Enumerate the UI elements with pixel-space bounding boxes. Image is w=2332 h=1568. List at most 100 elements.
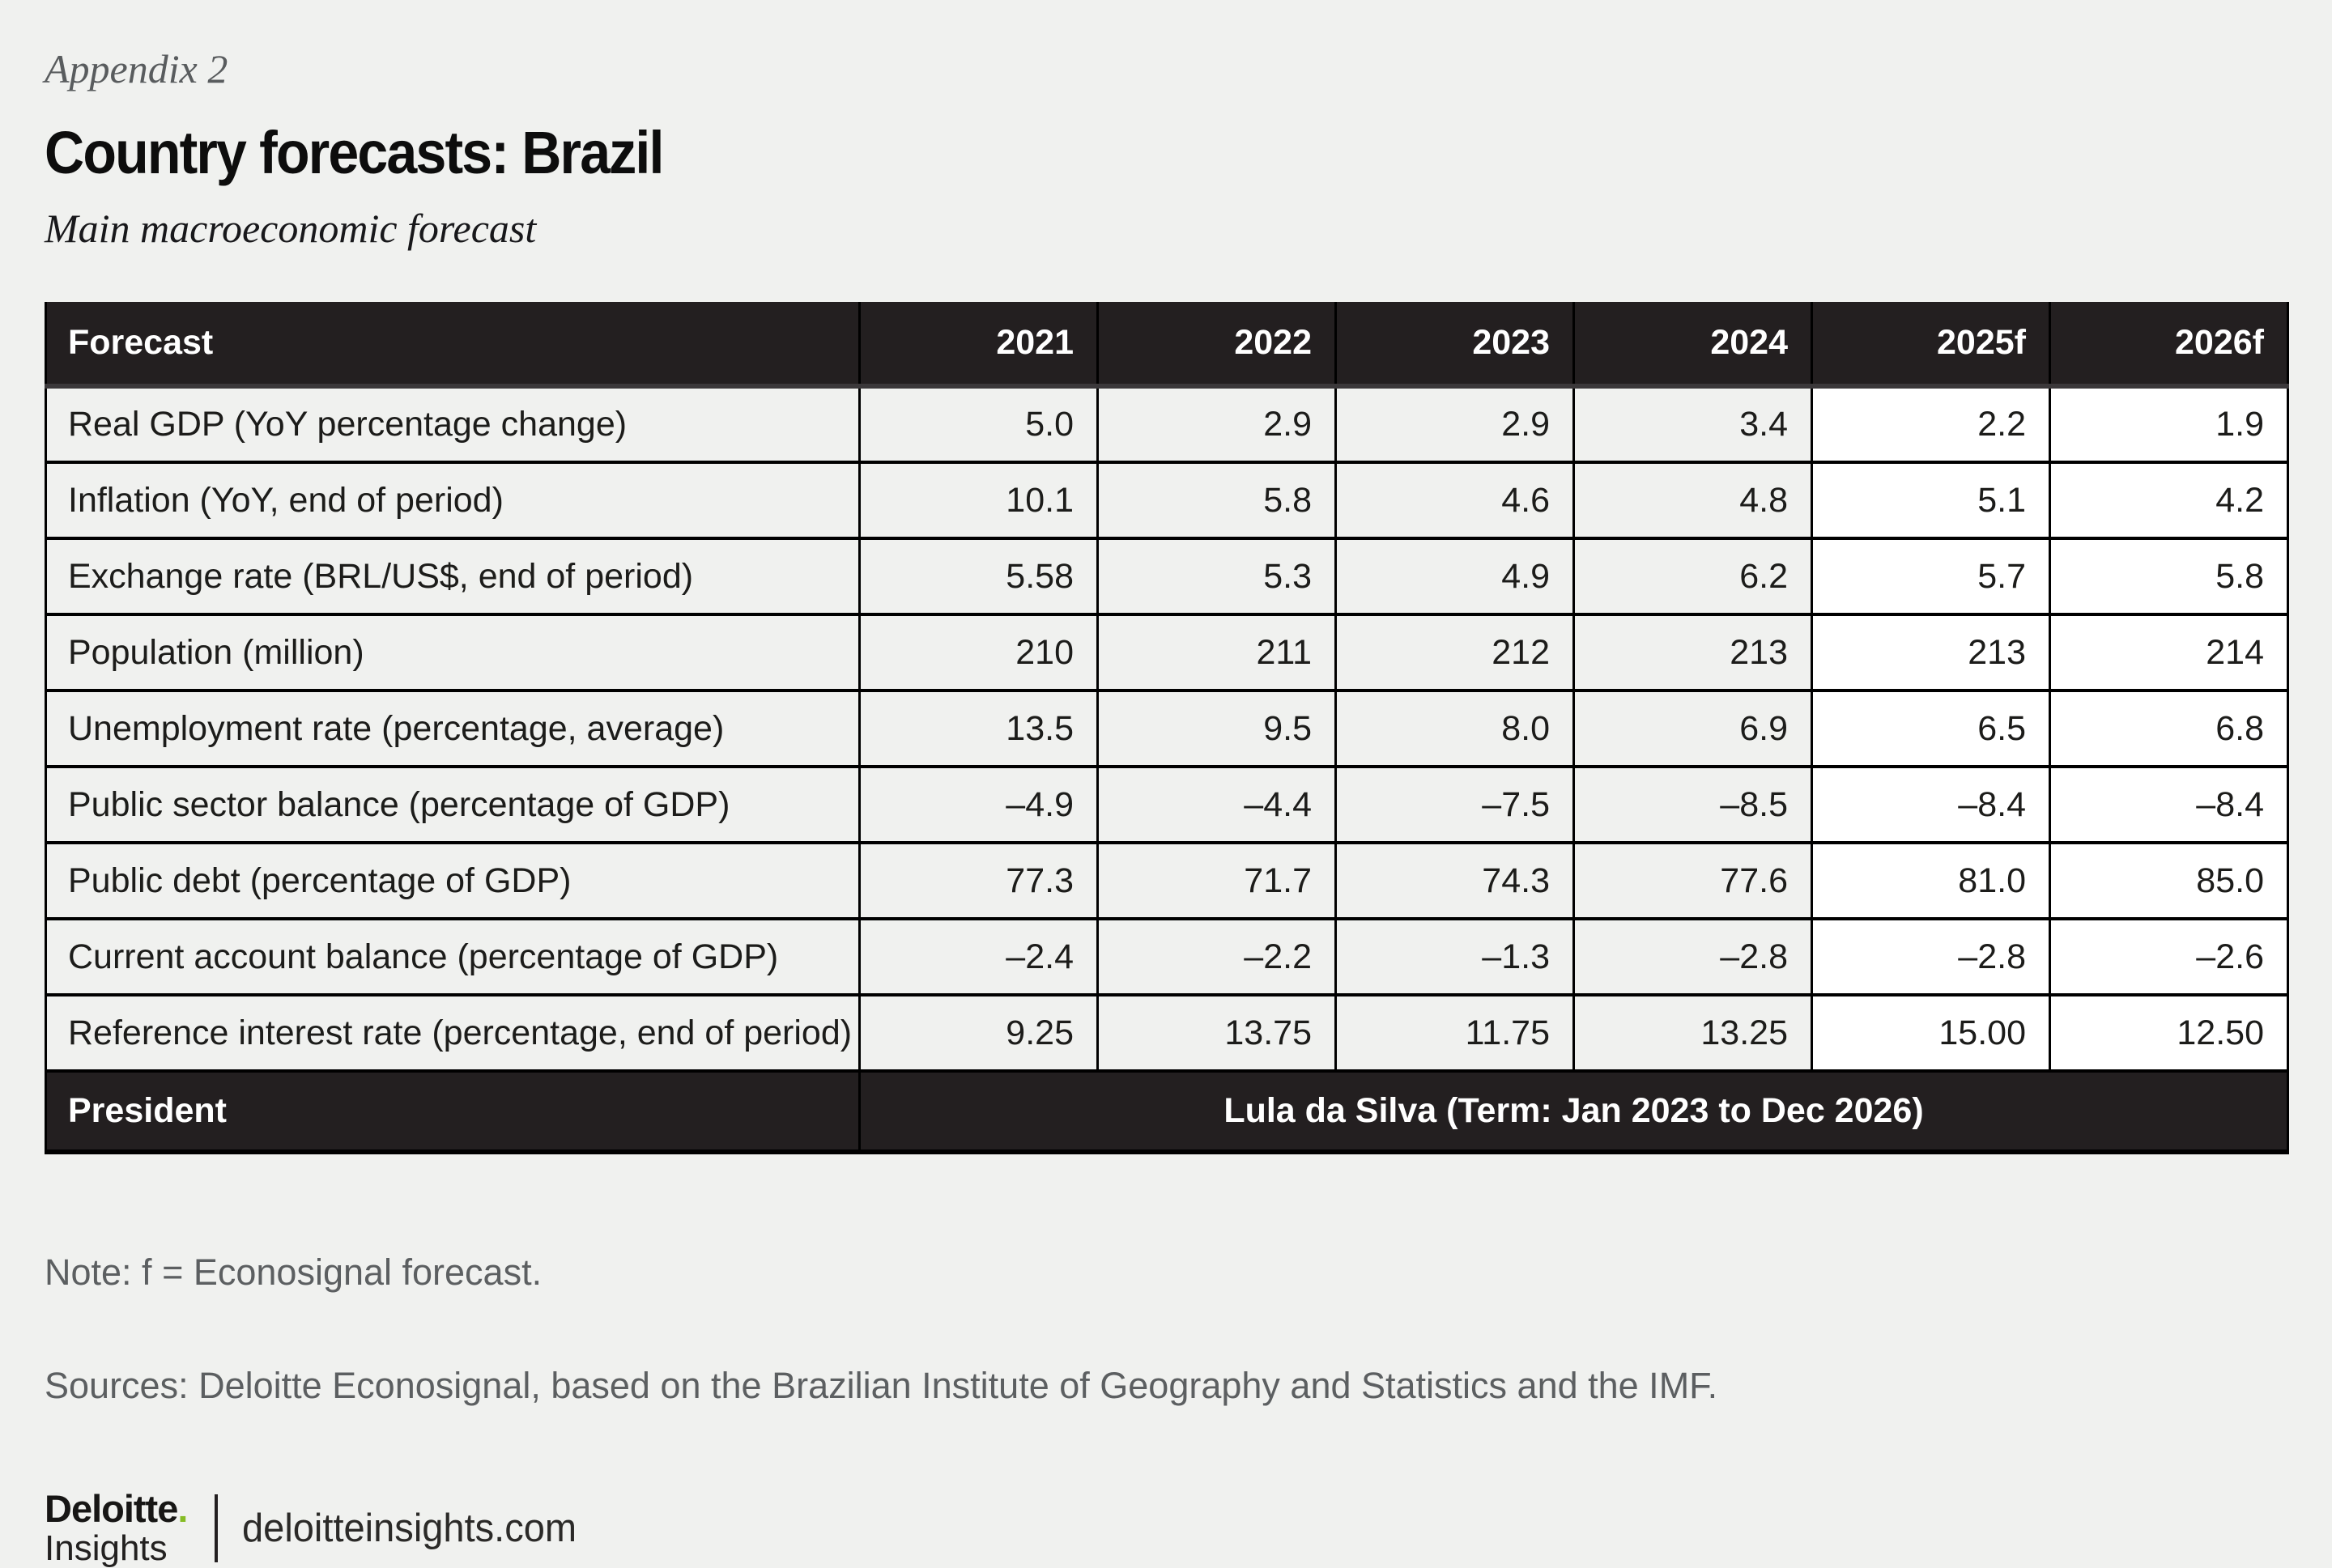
value-cell: 85.0 — [2049, 841, 2288, 919]
value-cell: 6.8 — [2049, 689, 2288, 767]
insights-wordmark: Insights — [45, 1528, 168, 1568]
value-cell: 213 — [1811, 613, 2050, 691]
value-cell: 8.0 — [1334, 689, 1574, 767]
value-cell: –8.4 — [1811, 765, 2050, 843]
value-cell: 77.3 — [858, 841, 1098, 919]
row-label: Exchange rate (BRL/US$, end of period) — [45, 537, 860, 614]
value-cell: 6.5 — [1811, 689, 2050, 767]
value-cell: 4.9 — [1334, 537, 1574, 614]
value-cell: 2.9 — [1334, 386, 1574, 462]
value-cell: 212 — [1334, 613, 1574, 691]
header-cell-2021: 2021 — [858, 302, 1098, 389]
table-row: Real GDP (YoY percentage change) 5.0 2.9 2.… — [45, 386, 2288, 462]
table-row: Current account balance (percentage of G… — [45, 917, 2288, 995]
value-cell: 5.0 — [858, 386, 1098, 462]
value-cell: 5.7 — [1811, 537, 2050, 614]
value-cell: 9.5 — [1096, 689, 1336, 767]
value-cell: 211 — [1096, 613, 1336, 691]
value-cell: 77.6 — [1572, 841, 1812, 919]
deloitte-green-dot-icon: . — [177, 1487, 188, 1530]
table-row: Unemployment rate (percentage, average) 1… — [45, 689, 2288, 767]
value-cell: 81.0 — [1811, 841, 2050, 919]
sources-text: Sources: Deloitte Econosignal, based on … — [45, 1365, 1718, 1406]
appendix-label: Appendix 2 — [45, 46, 228, 91]
value-cell: –8.4 — [2049, 765, 2288, 843]
value-cell: –2.8 — [1811, 917, 2050, 995]
table-row: Public sector balance (percentage of GDP… — [45, 765, 2288, 843]
value-cell: –4.4 — [1096, 765, 1336, 843]
value-cell: 5.8 — [2049, 537, 2288, 614]
value-cell: 74.3 — [1334, 841, 1574, 919]
value-cell: 13.75 — [1096, 993, 1336, 1071]
header-cell-2022: 2022 — [1096, 302, 1336, 389]
value-cell: 5.1 — [1811, 461, 2050, 538]
page-subtitle: Main macroeconomic forecast — [45, 206, 537, 251]
value-cell: 5.3 — [1096, 537, 1336, 614]
president-row: President Lula da Silva (Term: Jan 2023 … — [45, 1069, 2288, 1154]
note-text: Note: f = Econosignal forecast. — [45, 1251, 543, 1293]
table-row: Public debt (percentage of GDP) 77.3 71.7 7… — [45, 841, 2288, 919]
value-cell: 210 — [858, 613, 1098, 691]
page-content: Appendix 2 Country forecasts: Brazil Mai… — [45, 0, 2289, 1566]
value-cell: –2.4 — [858, 917, 1098, 995]
logo-divider — [215, 1494, 219, 1562]
value-cell: –4.9 — [858, 765, 1098, 843]
value-cell: 13.5 — [858, 689, 1098, 767]
forecast-table: Forecast 2021 2022 2023 2024 2025f 2026f… — [45, 302, 2289, 1154]
table-row: Inflation (YoY, end of period) 10.1 5.8 4.6… — [45, 461, 2288, 538]
row-label: Real GDP (YoY percentage change) — [45, 386, 860, 462]
value-cell: 11.75 — [1334, 993, 1574, 1071]
value-cell: 4.8 — [1572, 461, 1812, 538]
deloitte-wordmark: Deloitte. — [45, 1487, 188, 1530]
row-label: Population (million) — [45, 613, 860, 691]
president-label: President — [45, 1069, 860, 1154]
value-cell: 5.58 — [858, 537, 1098, 614]
value-cell: 3.4 — [1572, 386, 1812, 462]
table-row: Population (million) 210 211 212 213 213 214 — [45, 613, 2288, 691]
table-header: Forecast 2021 2022 2023 2024 2025f 2026f — [45, 302, 2288, 389]
table-footer: President Lula da Silva (Term: Jan 2023 … — [45, 1069, 2288, 1154]
header-cell-forecast: Forecast — [45, 302, 860, 389]
value-cell: 1.9 — [2049, 386, 2288, 462]
value-cell: –2.2 — [1096, 917, 1336, 995]
table-row: Exchange rate (BRL/US$, end of period) 5.… — [45, 537, 2288, 614]
header-row: Forecast 2021 2022 2023 2024 2025f 2026f — [45, 302, 2288, 389]
value-cell: 10.1 — [858, 461, 1098, 538]
president-value: Lula da Silva (Term: Jan 2023 to Dec 202… — [858, 1069, 2288, 1154]
value-cell: –2.6 — [2049, 917, 2288, 995]
value-cell: 5.8 — [1096, 461, 1336, 538]
value-cell: –7.5 — [1334, 765, 1574, 843]
value-cell: 71.7 — [1096, 841, 1336, 919]
value-cell: –1.3 — [1334, 917, 1574, 995]
value-cell: 213 — [1572, 613, 1812, 691]
value-cell: 4.2 — [2049, 461, 2288, 538]
value-cell: 4.6 — [1334, 461, 1574, 538]
site-url-text: deloitteinsights.com — [242, 1506, 577, 1550]
value-cell: 6.9 — [1572, 689, 1812, 767]
table-body: Real GDP (YoY percentage change) 5.0 2.9 2.… — [45, 386, 2288, 1071]
header-cell-2024: 2024 — [1572, 302, 1812, 389]
row-label: Inflation (YoY, end of period) — [45, 461, 860, 538]
header-cell-2025f: 2025f — [1811, 302, 2050, 389]
deloitte-insights-logo: Deloitte. Insights — [45, 1487, 188, 1568]
header-cell-2026f: 2026f — [2049, 302, 2288, 389]
value-cell: 2.2 — [1811, 386, 2050, 462]
row-label: Current account balance (percentage of G… — [45, 917, 860, 995]
value-cell: 6.2 — [1572, 537, 1812, 614]
row-label: Unemployment rate (percentage, average) — [45, 689, 860, 767]
page-title: Country forecasts: Brazil — [45, 119, 664, 186]
logo-block: Deloitte. Insights deloitteinsights.com — [45, 1489, 2287, 1566]
table-row: Reference interest rate (percentage, end… — [45, 993, 2288, 1071]
row-label: Reference interest rate (percentage, end… — [45, 993, 860, 1071]
header-cell-2023: 2023 — [1334, 302, 1574, 389]
value-cell: 13.25 — [1572, 993, 1812, 1071]
value-cell: –2.8 — [1572, 917, 1812, 995]
value-cell: 214 — [2049, 613, 2288, 691]
value-cell: –8.5 — [1572, 765, 1812, 843]
row-label: Public sector balance (percentage of GDP… — [45, 765, 860, 843]
row-label: Public debt (percentage of GDP) — [45, 841, 860, 919]
value-cell: 9.25 — [858, 993, 1098, 1071]
value-cell: 15.00 — [1811, 993, 2050, 1071]
value-cell: 12.50 — [2049, 993, 2288, 1071]
value-cell: 2.9 — [1096, 386, 1336, 462]
